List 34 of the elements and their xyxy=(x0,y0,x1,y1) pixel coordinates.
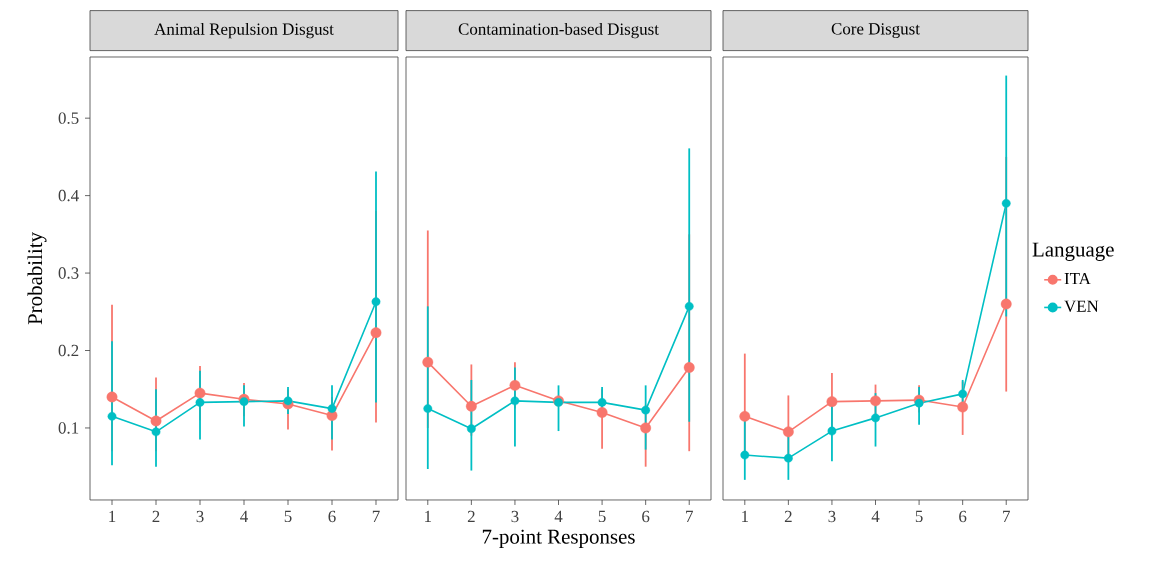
x-tick-label: 6 xyxy=(328,510,336,523)
x-tick-label: 6 xyxy=(959,510,967,523)
x-tick-label: 4 xyxy=(240,510,248,522)
chart-title: Animal Repulsion Disgust xyxy=(154,22,334,39)
legend-label: ITA xyxy=(1064,272,1091,285)
y-tick-label: 0.5 xyxy=(58,112,79,124)
y-tick-label: 0.1 xyxy=(58,422,79,434)
x-tick-label: 3 xyxy=(828,510,836,523)
x-tick-label: 2 xyxy=(152,510,160,523)
x-tick-label: 7 xyxy=(686,510,693,522)
chart-title: Core Disgust xyxy=(831,23,920,39)
x-tick-label: 5 xyxy=(598,510,606,523)
x-tick-label: 2 xyxy=(467,510,475,523)
legend-title: Language xyxy=(1032,242,1114,261)
x-axis-title: 7-point Responses xyxy=(482,529,635,548)
x-tick-label: 2 xyxy=(784,510,792,523)
legend-label: VEN xyxy=(1064,300,1099,312)
x-tick-label: 7 xyxy=(1003,510,1010,522)
y-tick-label: 0.2 xyxy=(58,344,79,357)
x-tick-label: 4 xyxy=(871,510,880,522)
x-tick-label: 4 xyxy=(554,510,563,522)
x-tick-label: 1 xyxy=(742,510,749,523)
x-tick-label: 1 xyxy=(425,510,432,523)
x-tick-label: 1 xyxy=(109,510,116,523)
y-tick-label: 0.4 xyxy=(58,189,79,202)
y-axis-title: Probability xyxy=(27,232,47,325)
x-tick-label: 3 xyxy=(196,510,204,523)
x-tick-label: 5 xyxy=(915,510,923,523)
x-tick-label: 5 xyxy=(284,510,292,523)
x-tick-label: 6 xyxy=(642,510,650,523)
x-tick-label: 7 xyxy=(372,510,380,522)
y-tick-label: 0.3 xyxy=(58,267,79,279)
chart-title: Contamination-based Disgust xyxy=(458,22,659,39)
x-tick-label: 3 xyxy=(511,510,519,523)
